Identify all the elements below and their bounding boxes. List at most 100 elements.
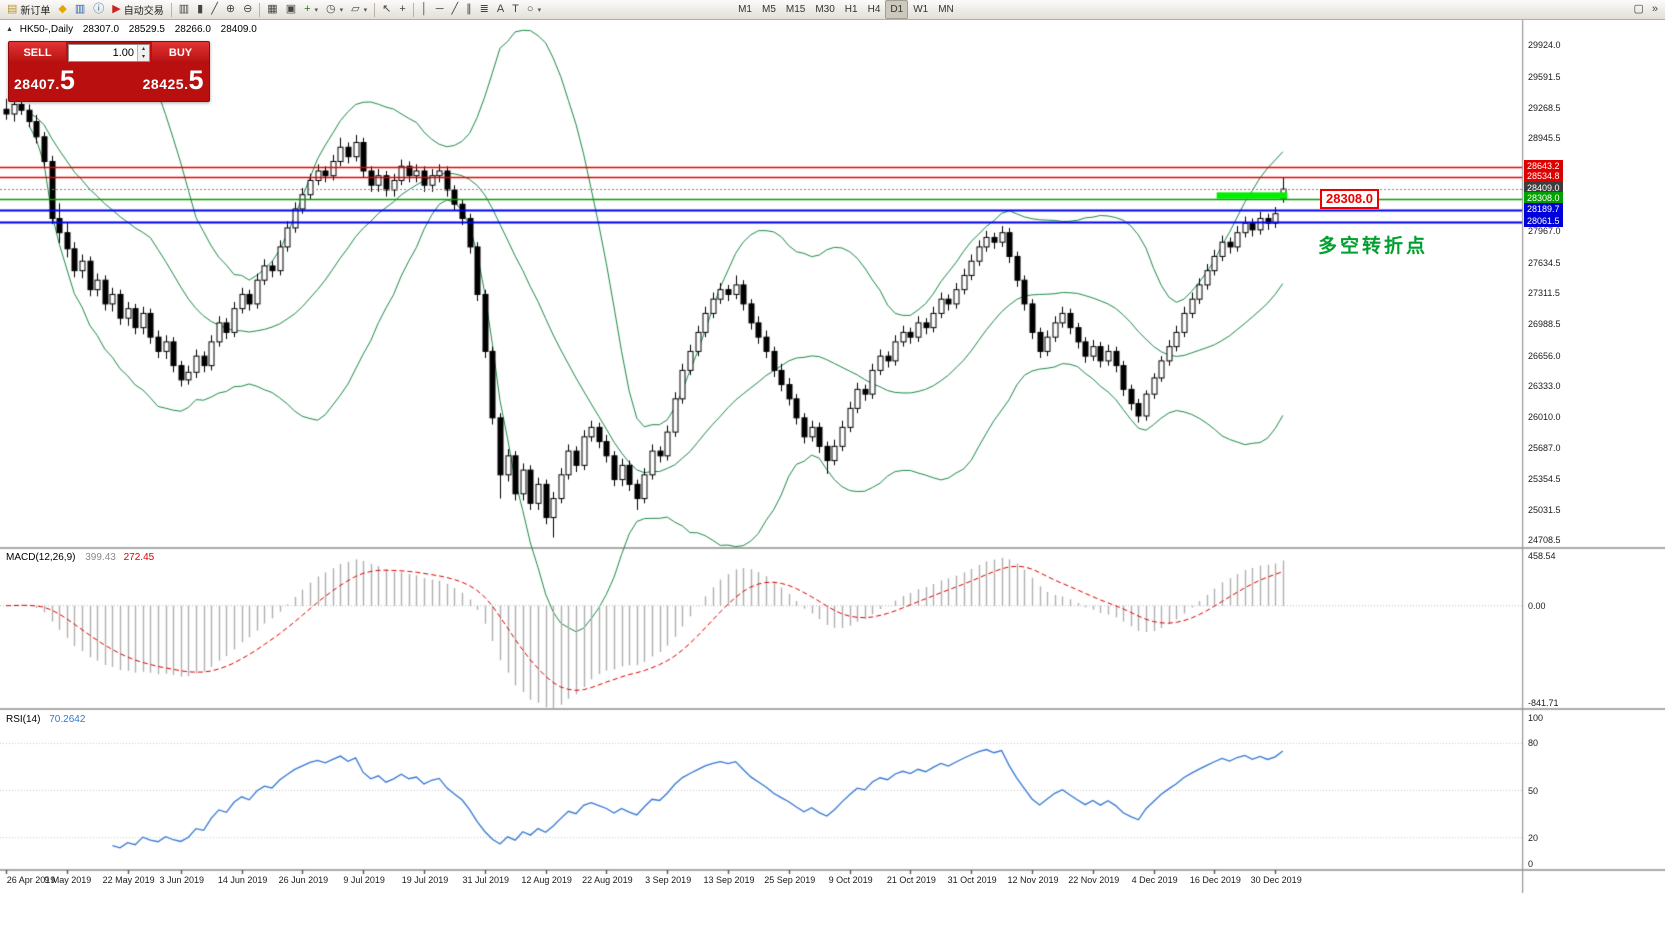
buy-price: 28425.5 bbox=[143, 66, 204, 98]
trendline-button[interactable]: ╱ bbox=[447, 0, 462, 19]
crosshair-button[interactable]: + bbox=[395, 0, 409, 19]
chart-windows-icon: ▢ bbox=[1633, 3, 1644, 15]
bar-chart-button[interactable]: ▥ bbox=[175, 0, 193, 19]
period-clock-icon: ◷ bbox=[326, 3, 336, 15]
dropdown-arrow-icon: ▾ bbox=[314, 6, 319, 14]
label-icon: T bbox=[512, 3, 519, 15]
buy-price-big-digit: 5 bbox=[188, 65, 204, 95]
cursor-icon: ↖ bbox=[382, 3, 392, 15]
timeframe-m15[interactable]: M15 bbox=[785, 4, 806, 15]
volume-value[interactable]: 1.00 bbox=[112, 47, 134, 59]
horizontal-line-button[interactable]: ─ bbox=[432, 0, 448, 19]
rsi-value: 70.2642 bbox=[49, 714, 86, 725]
auto-trading-button[interactable]: ▶ 自动交易 bbox=[108, 0, 167, 19]
auto-trading-button-label: 自动交易 bbox=[123, 6, 164, 17]
toolbar-left-group: ▤ 新订单 ◆ ▥ ⓘ ▶ 自动交易 ▥ ▮ ╱ ⊕ ⊖ ▦ ▣ + ▾ ◷ ▾ ▱ ▾ ↖ + │ ─ ╱ ∥ ≣ A T ○ ▾ bbox=[3, 0, 545, 20]
auto-trading-icon: ▶ bbox=[112, 3, 121, 15]
cascade-windows-button[interactable]: ▣ bbox=[282, 0, 300, 19]
timeframe-w1[interactable]: W1 bbox=[913, 4, 929, 15]
tile-windows-icon: ▦ bbox=[267, 3, 278, 15]
macd-main-value: 399.43 bbox=[85, 552, 116, 563]
buy-price-main: 28425. bbox=[142, 76, 189, 92]
add-indicator-button[interactable]: + ▾ bbox=[300, 0, 322, 19]
candlestick-chart-button[interactable]: ▮ bbox=[193, 0, 207, 19]
trendline-icon: ╱ bbox=[451, 3, 459, 15]
tile-windows-button[interactable]: ▦ bbox=[263, 0, 281, 19]
market-watch-icon[interactable]: ▥ bbox=[71, 0, 89, 19]
dropdown-arrow-icon: ▾ bbox=[363, 6, 368, 14]
horizontal-line-icon: ─ bbox=[435, 3, 444, 15]
top-toolbar: ▤ 新订单 ◆ ▥ ⓘ ▶ 自动交易 ▥ ▮ ╱ ⊕ ⊖ ▦ ▣ + ▾ ◷ ▾ ▱ ▾ ↖ + │ ─ ╱ ∥ ≣ A T ○ ▾ M1 M… bbox=[0, 0, 1665, 20]
open-value: 28307.0 bbox=[82, 24, 120, 35]
zoom-in-button[interactable]: ⊕ bbox=[222, 0, 239, 19]
text-icon: A bbox=[496, 3, 505, 15]
dropdown-arrow-icon: ▾ bbox=[537, 6, 542, 14]
new-order-icon: ▤ bbox=[7, 3, 18, 15]
line-chart-button[interactable]: ╱ bbox=[207, 0, 222, 19]
chart-diamond-icon[interactable]: ◆ bbox=[54, 0, 70, 19]
price-axis[interactable] bbox=[1522, 20, 1665, 873]
timeframe-d1[interactable]: D1 bbox=[885, 0, 909, 19]
shapes-icon: ○ bbox=[526, 3, 534, 15]
fibonacci-button[interactable]: ≣ bbox=[476, 0, 493, 19]
vertical-line-button[interactable]: │ bbox=[417, 0, 432, 19]
new-order-button[interactable]: ▤ 新订单 bbox=[3, 0, 54, 19]
sell-button[interactable]: SELL bbox=[9, 42, 66, 64]
toolbar-right-group: ▢» bbox=[1629, 0, 1662, 20]
volume-field[interactable]: 1.00 ▴ ▾ bbox=[68, 44, 150, 62]
text-button[interactable]: A bbox=[493, 0, 508, 19]
macd-signal-value: 272.45 bbox=[123, 552, 155, 563]
rsi-header: RSI(14) 70.2642 bbox=[6, 714, 85, 725]
shapes-button[interactable]: ○ ▾ bbox=[523, 0, 545, 19]
label-button[interactable]: T bbox=[508, 0, 523, 19]
market-watch-icon-icon: ▥ bbox=[74, 3, 86, 15]
period-clock-button[interactable]: ◷ ▾ bbox=[322, 0, 347, 19]
chart-windows-icon[interactable]: ▢ bbox=[1629, 0, 1647, 19]
cursor-button[interactable]: ↖ bbox=[378, 0, 395, 19]
dropdown-arrow-icon: ▾ bbox=[339, 6, 344, 14]
time-axis[interactable] bbox=[0, 871, 1522, 893]
zoom-in-icon: ⊕ bbox=[225, 3, 236, 15]
close-value: 28409.0 bbox=[220, 24, 257, 35]
toolbar-separator bbox=[170, 2, 172, 17]
low-value: 28266.0 bbox=[174, 24, 211, 35]
new-order-button-label: 新订单 bbox=[20, 6, 51, 17]
info-icon-icon: ⓘ bbox=[93, 3, 105, 15]
chart-ohlc-header: ▲ HK50-,Daily 28307.0 28529.5 28266.0 28… bbox=[6, 24, 257, 35]
fibonacci-icon: ≣ bbox=[479, 3, 489, 15]
volume-up-icon[interactable]: ▴ bbox=[141, 46, 145, 52]
high-value: 28529.5 bbox=[128, 24, 165, 35]
toolbar-separator bbox=[412, 2, 414, 17]
template-button[interactable]: ▱ ▾ bbox=[347, 0, 371, 19]
bar-chart-icon: ▥ bbox=[178, 3, 190, 15]
timeframe-h4[interactable]: H4 bbox=[867, 4, 881, 15]
buy-button[interactable]: BUY bbox=[152, 42, 209, 64]
timeframe-mn[interactable]: MN bbox=[938, 4, 954, 15]
timeframe-m1[interactable]: M1 bbox=[738, 4, 752, 15]
timeframe-group: M1 M5 M15 M30 H1 H4 D1 W1 MN bbox=[733, 0, 959, 20]
collapse-oneclick-icon[interactable]: ▲ bbox=[6, 26, 13, 33]
channel-icon: ∥ bbox=[466, 3, 472, 15]
turning-point-note[interactable]: 多空转折点 bbox=[1318, 236, 1429, 257]
zoom-out-button[interactable]: ⊖ bbox=[239, 0, 256, 19]
symbol-period-label: HK50-,Daily bbox=[19, 24, 74, 35]
one-click-trading-panel: SELL 1.00 ▴ ▾ BUY 28407.5 28425.5 bbox=[8, 41, 210, 102]
candlestick-chart-icon: ▮ bbox=[197, 3, 204, 15]
toolbar-overflow-icon: » bbox=[1651, 3, 1658, 15]
timeframe-m30[interactable]: M30 bbox=[815, 4, 835, 15]
toolbar-overflow-icon[interactable]: » bbox=[1648, 0, 1662, 19]
sell-price: 28407.5 bbox=[14, 66, 75, 98]
volume-stepper[interactable]: ▴ ▾ bbox=[137, 45, 149, 61]
toolbar-separator bbox=[374, 2, 376, 17]
channel-button[interactable]: ∥ bbox=[462, 0, 476, 19]
macd-label: MACD(12,26,9) bbox=[6, 552, 76, 563]
template-icon: ▱ bbox=[351, 3, 360, 15]
line-chart-icon: ╱ bbox=[211, 3, 218, 15]
timeframe-h1[interactable]: H1 bbox=[844, 4, 858, 15]
macd-header: MACD(12,26,9) 399.43 272.45 bbox=[6, 552, 154, 563]
volume-down-icon[interactable]: ▾ bbox=[141, 54, 145, 60]
timeframe-m5[interactable]: M5 bbox=[761, 4, 776, 15]
info-icon[interactable]: ⓘ bbox=[89, 0, 108, 19]
price-callout-label[interactable]: 28308.0 bbox=[1320, 189, 1379, 209]
